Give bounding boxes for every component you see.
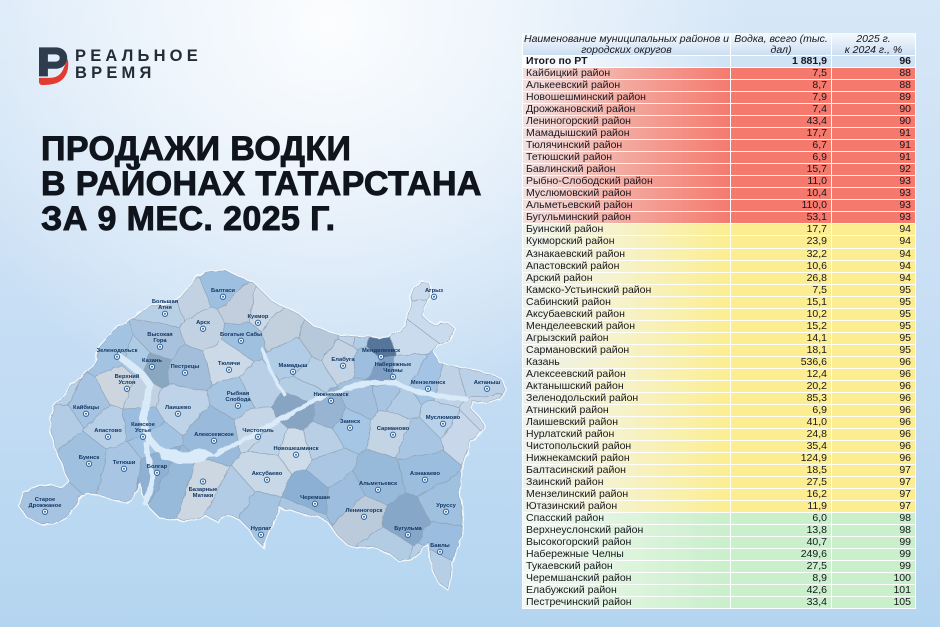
svg-text:Набережные: Набережные [375, 361, 412, 368]
svg-text:Пестрецы: Пестрецы [171, 364, 200, 370]
svg-text:Рыбная: Рыбная [227, 390, 250, 397]
svg-text:Агрыз: Агрыз [425, 288, 443, 294]
svg-text:Алексеевское: Алексеевское [194, 432, 235, 438]
svg-text:Лаишево: Лаишево [165, 405, 192, 411]
svg-text:Мензелинск: Мензелинск [411, 380, 446, 386]
svg-text:Арск: Арск [196, 320, 210, 326]
svg-text:Актаныш: Актаныш [474, 380, 501, 386]
svg-text:Казань: Казань [142, 358, 162, 364]
svg-text:Кукмор: Кукмор [248, 314, 269, 320]
svg-text:Высокая: Высокая [147, 332, 172, 338]
svg-text:Буинск: Буинск [79, 455, 100, 461]
svg-text:Слобода: Слобода [225, 396, 251, 403]
svg-text:Челны: Челны [383, 368, 402, 374]
svg-text:Услон: Услон [118, 380, 136, 386]
svg-text:Базарные: Базарные [189, 487, 218, 493]
svg-text:Уруссу: Уруссу [436, 503, 456, 509]
svg-text:Гора: Гора [153, 338, 167, 344]
svg-text:Сарманово: Сарманово [377, 426, 410, 432]
svg-text:Камское: Камское [131, 422, 156, 428]
svg-text:Старое: Старое [35, 497, 56, 503]
svg-text:Черемшан: Черемшан [300, 495, 330, 501]
svg-text:Азнакаево: Азнакаево [410, 471, 441, 477]
svg-text:Тюлячи: Тюлячи [218, 361, 241, 367]
svg-text:Бугульма: Бугульма [394, 526, 422, 532]
svg-text:Заинск: Заинск [340, 419, 360, 425]
svg-text:Новошешминск: Новошешминск [273, 446, 318, 452]
svg-text:Болгар: Болгар [147, 464, 168, 470]
svg-text:Богатые Сабы: Богатые Сабы [220, 331, 262, 338]
svg-text:Дрожжаное: Дрожжаное [29, 503, 63, 509]
svg-text:Елабуга: Елабуга [331, 356, 355, 363]
svg-text:Верхний: Верхний [115, 373, 140, 380]
svg-text:Чистополь: Чистополь [242, 428, 274, 434]
svg-text:Менделеевск: Менделеевск [362, 348, 400, 354]
svg-text:Устье: Устье [135, 428, 152, 434]
svg-text:Альметьевск: Альметьевск [359, 481, 397, 487]
svg-text:Тетюши: Тетюши [113, 460, 136, 466]
svg-text:Кайбицы: Кайбицы [73, 404, 99, 411]
svg-text:Атня: Атня [158, 305, 172, 311]
svg-text:Аксубаево: Аксубаево [252, 470, 283, 477]
svg-text:Бавлы: Бавлы [430, 543, 450, 549]
svg-text:Мамадыш: Мамадыш [278, 363, 307, 369]
svg-text:Матаки: Матаки [193, 493, 214, 499]
svg-text:Апастово: Апастово [94, 428, 122, 434]
svg-text:Нижнекамск: Нижнекамск [313, 392, 348, 398]
svg-text:Балтаси: Балтаси [211, 288, 235, 294]
svg-text:Лениногорск: Лениногорск [346, 508, 383, 514]
svg-text:Муслюмово: Муслюмово [426, 415, 461, 421]
svg-text:Большая: Большая [152, 299, 178, 305]
svg-text:Зеленодольск: Зеленодольск [96, 348, 137, 354]
svg-text:Нурлат: Нурлат [251, 526, 272, 532]
